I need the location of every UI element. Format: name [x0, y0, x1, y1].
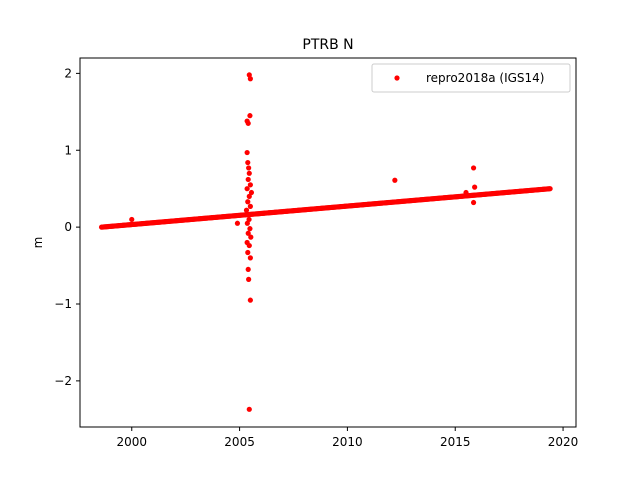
plot-area — [98, 72, 553, 412]
legend-entry-repro2018a: repro2018a (IGS14) — [426, 71, 544, 85]
data-point — [247, 297, 253, 303]
y-tick-label: 2 — [64, 66, 72, 80]
x-tick-label: 2020 — [548, 435, 579, 449]
data-point — [247, 113, 253, 119]
y-tick-label: −2 — [54, 374, 72, 388]
data-point — [245, 249, 251, 256]
data-point — [245, 159, 251, 166]
data-point — [392, 177, 398, 183]
data-point — [245, 266, 251, 273]
data-point — [247, 255, 253, 261]
data-point — [245, 230, 251, 236]
data-point — [246, 276, 252, 282]
x-axis: 2000 2005 2010 2015 2020 — [116, 427, 578, 449]
data-point — [248, 189, 255, 196]
data-point — [246, 406, 252, 412]
data-point — [470, 165, 477, 171]
data-point — [244, 220, 250, 226]
data-point — [247, 226, 253, 232]
y-axis: −2 −1 0 1 2 — [54, 66, 80, 388]
x-tick-label: 2000 — [116, 435, 147, 449]
data-point — [470, 199, 477, 206]
y-tick-label: 0 — [64, 220, 72, 234]
data-point — [245, 176, 251, 183]
data-point — [243, 207, 250, 213]
data-point — [246, 193, 252, 199]
x-tick-label: 2015 — [440, 435, 471, 449]
y-tick-label: −1 — [54, 297, 72, 311]
data-point — [247, 182, 253, 188]
data-point — [247, 203, 253, 209]
data-point — [129, 216, 135, 223]
data-point — [245, 199, 251, 205]
data-point — [234, 220, 241, 226]
legend-marker — [394, 75, 400, 81]
data-point — [248, 234, 254, 240]
chart-title: PTRB N — [302, 37, 353, 53]
data-point — [463, 189, 469, 196]
legend-box — [371, 63, 571, 93]
data-point — [247, 76, 253, 82]
data-point — [245, 120, 251, 126]
data-point — [547, 186, 553, 192]
y-tick-label: 1 — [64, 143, 72, 157]
x-tick-label: 2005 — [224, 435, 255, 449]
data-point — [244, 149, 250, 156]
data-point — [472, 184, 478, 190]
data-point — [246, 165, 252, 171]
data-point — [244, 186, 250, 192]
legend: repro2018a (IGS14) — [371, 63, 571, 93]
x-tick-label: 2010 — [332, 435, 363, 449]
axes-frame — [79, 57, 577, 428]
y-axis-label: m — [31, 237, 45, 249]
data-point — [246, 242, 252, 249]
data-point — [246, 170, 252, 176]
